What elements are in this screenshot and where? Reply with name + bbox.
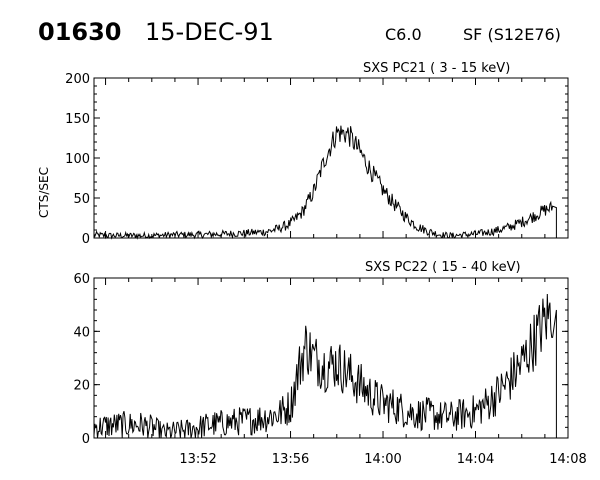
event-id: 01630 (38, 18, 122, 46)
y-tick-label: 40 (73, 325, 90, 340)
y-tick-label: 60 (73, 272, 90, 287)
y-tick-label: 200 (65, 72, 90, 87)
plot-frame-pc21 (93, 77, 569, 239)
x-tick-label: 14:04 (457, 452, 494, 467)
flare-location: SF (S12E76) (463, 25, 561, 44)
y-tick-label: 100 (65, 152, 90, 167)
event-date: 15-DEC-91 (145, 18, 274, 46)
panel-title-pc22: SXS PC22 ( 15 - 40 keV) (365, 260, 521, 275)
x-tick-label: 14:08 (549, 452, 586, 467)
series-line-pc21 (93, 125, 557, 240)
series-line-pc22 (93, 293, 557, 439)
y-tick-label: 0 (82, 432, 90, 447)
y-tick-label: 150 (65, 112, 90, 127)
panel-pc22: SXS PC22 ( 15 - 40 keV) 0 20 40 60 13:52 13:5… (73, 260, 586, 467)
x-tick-label: 13:52 (179, 452, 216, 467)
y-axis-label: CTS/SEC (37, 167, 51, 218)
x-tick-label: 13:56 (272, 452, 309, 467)
panel-pc21: SXS PC21 ( 3 - 15 keV) CTS/SEC 0 50 100 150… (37, 61, 569, 247)
panel-title-pc21: SXS PC21 ( 3 - 15 keV) (363, 61, 510, 76)
y-tick-label: 20 (73, 379, 90, 394)
plot-frame-pc22 (93, 277, 569, 439)
x-tick-label: 14:00 (364, 452, 401, 467)
y-tick-label: 50 (73, 192, 90, 207)
y-tick-label: 0 (82, 232, 90, 247)
flare-class: C6.0 (385, 25, 422, 44)
